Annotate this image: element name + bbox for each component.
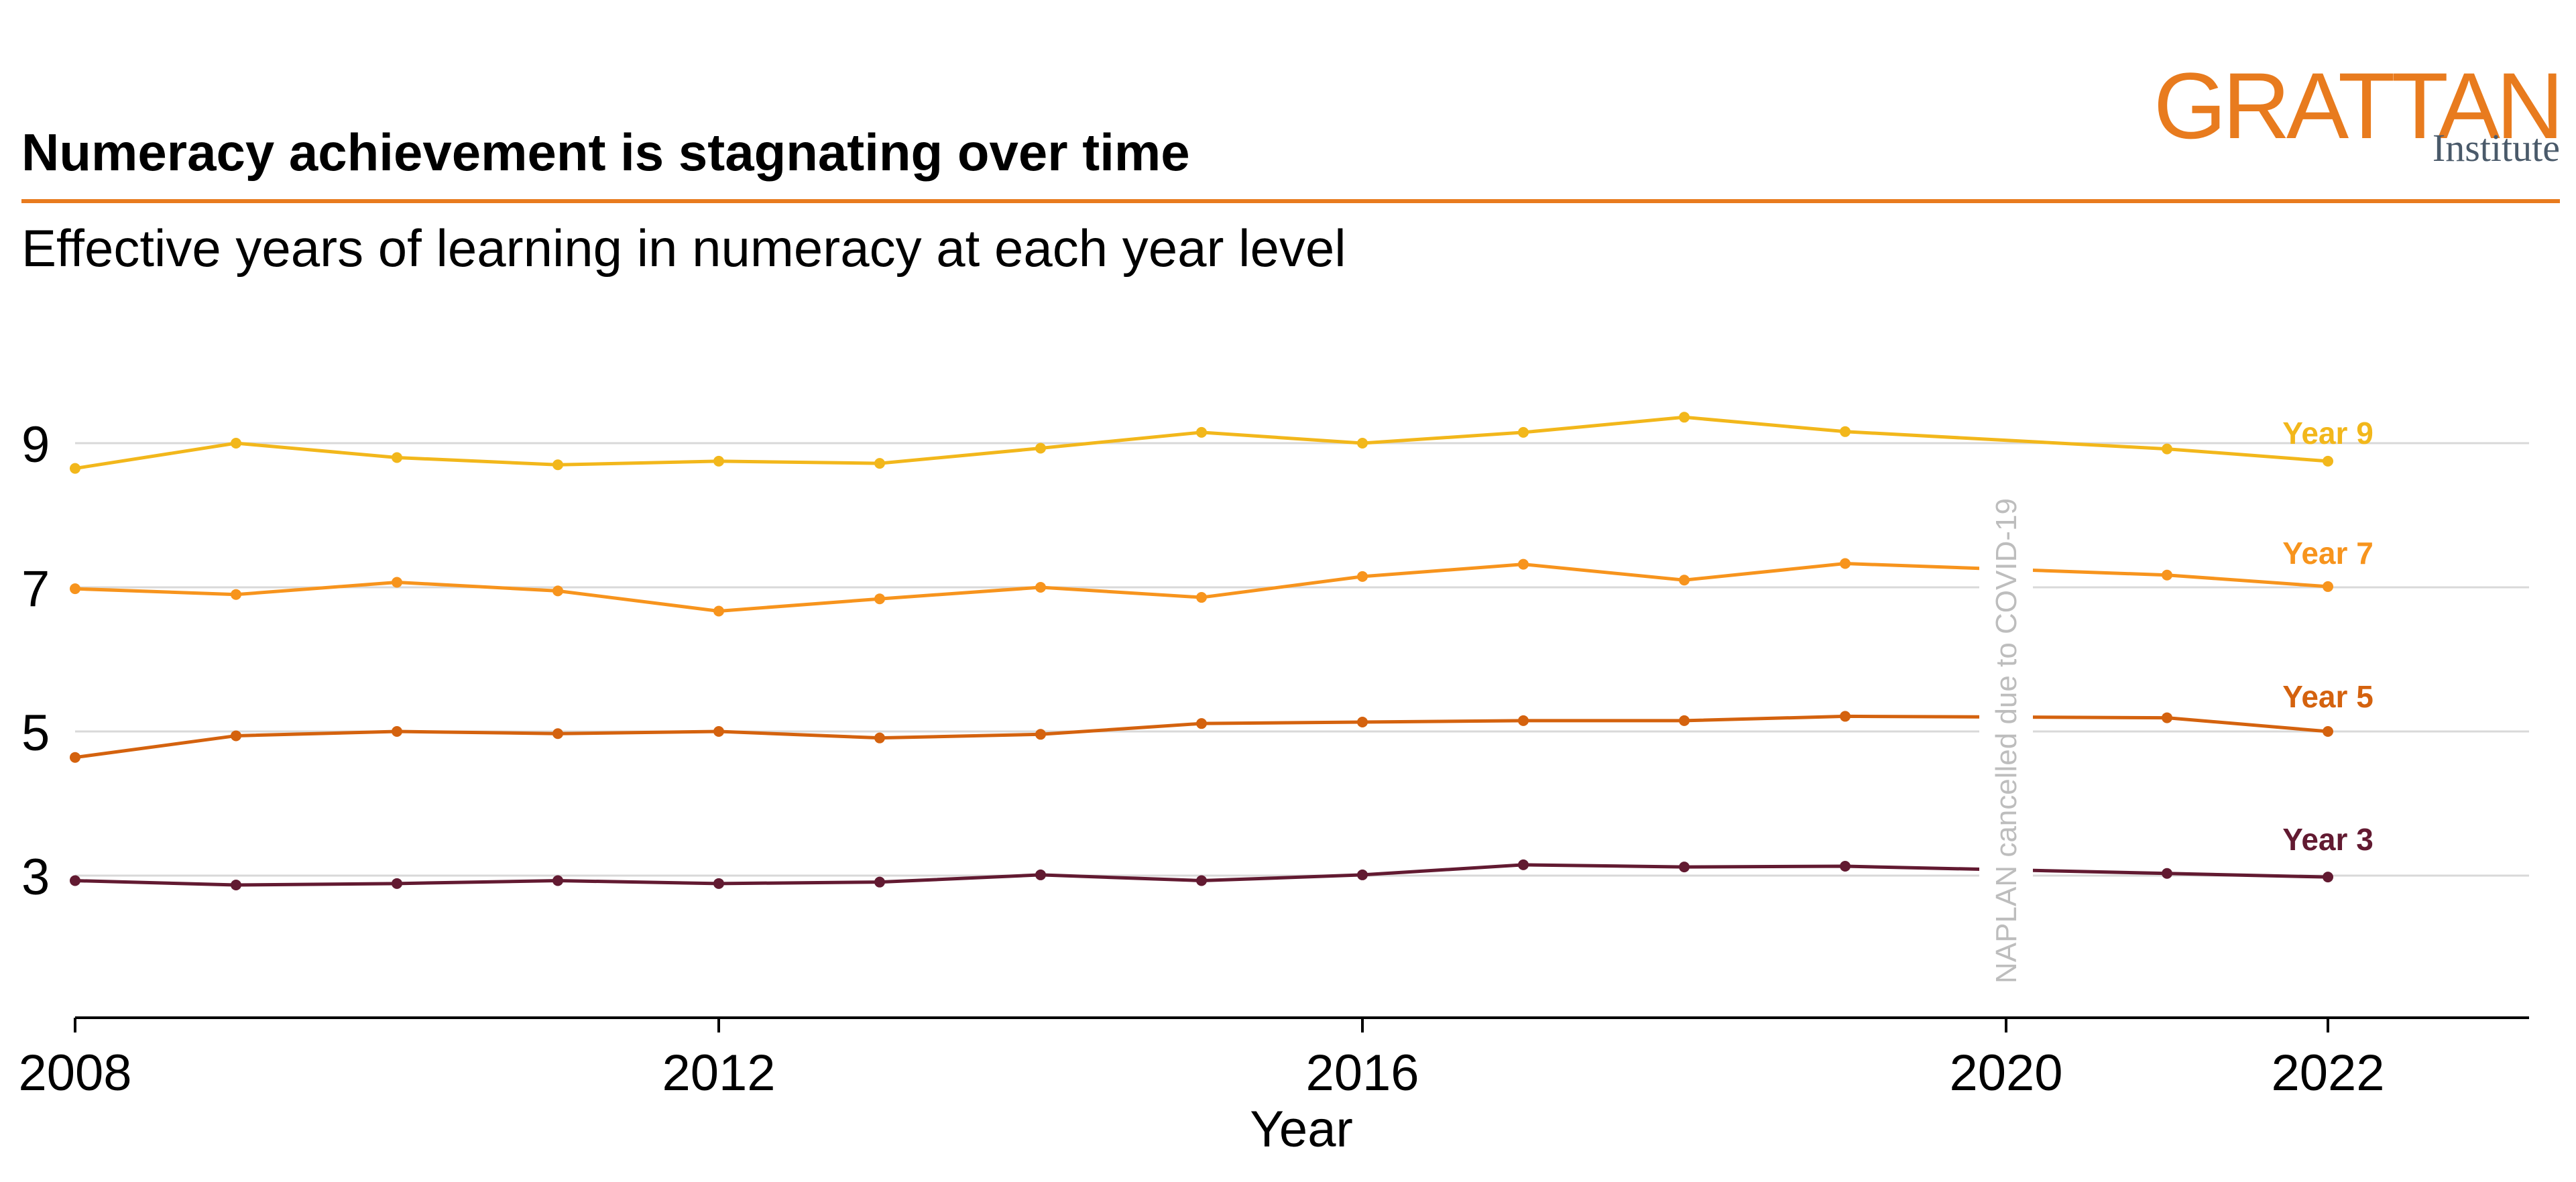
series-line — [74, 562, 2329, 613]
data-point — [231, 589, 241, 600]
data-point — [231, 730, 241, 742]
data-point — [1196, 718, 1207, 729]
y-tick-label: 5 — [21, 705, 50, 762]
logo-subtitle: Institute — [2432, 126, 2560, 170]
data-point — [1357, 869, 1368, 880]
x-tick-label: 2008 — [18, 1045, 131, 1102]
series-label: Year 5 — [2282, 679, 2374, 714]
data-point — [1357, 717, 1368, 728]
x-tick-label: 2020 — [1949, 1045, 2062, 1102]
data-point — [2162, 712, 2172, 723]
data-point — [874, 876, 885, 888]
data-point — [1035, 729, 1046, 740]
data-point — [392, 878, 402, 889]
data-point — [70, 875, 80, 886]
logo-wordmark: GRATTAN — [2153, 53, 2564, 158]
data-point — [713, 455, 724, 467]
data-point — [2323, 455, 2333, 467]
chart-subtitle: Effective years of learning in numeracy … — [21, 219, 1346, 278]
x-tick-label: 2022 — [2271, 1045, 2384, 1102]
data-point — [1679, 412, 1690, 423]
x-tick-label: 2012 — [662, 1045, 775, 1102]
data-point — [552, 585, 563, 597]
chart-title: Numeracy achievement is stagnating over … — [21, 123, 1190, 182]
data-point — [1518, 715, 1529, 726]
data-point — [2323, 872, 2333, 883]
series-line — [74, 415, 2329, 471]
y-tick-label: 7 — [21, 560, 50, 617]
data-point — [2162, 868, 2172, 879]
data-point — [874, 732, 885, 744]
series-label: Year 3 — [2282, 822, 2374, 857]
data-point — [874, 593, 885, 605]
data-point — [1196, 592, 1207, 603]
data-point — [2323, 726, 2333, 737]
data-point — [713, 726, 724, 737]
data-point — [1840, 558, 1851, 569]
data-point — [231, 438, 241, 449]
data-point — [1196, 426, 1207, 438]
data-point — [70, 463, 80, 474]
data-point — [2162, 443, 2172, 455]
data-point — [2323, 581, 2333, 592]
data-point — [70, 752, 80, 763]
data-point — [392, 726, 402, 737]
annotation-band — [1979, 476, 2033, 986]
data-point — [713, 878, 724, 889]
data-point — [552, 875, 563, 886]
covid-annotation: NAPLAN cancelled due to COVID-19 — [1990, 498, 2023, 984]
grattan-logo: GRATTAN Institute — [2154, 59, 2564, 173]
data-point — [392, 577, 402, 588]
x-tick-label: 2016 — [1305, 1045, 1419, 1102]
data-point — [1035, 869, 1046, 880]
data-point — [1679, 715, 1690, 726]
data-point — [1518, 558, 1529, 570]
data-point — [874, 458, 885, 469]
data-point — [1840, 711, 1851, 722]
data-point — [1679, 575, 1690, 586]
data-point — [392, 452, 402, 463]
data-point — [1518, 859, 1529, 870]
data-point — [713, 605, 724, 617]
series-label: Year 7 — [2282, 536, 2374, 571]
data-point — [1679, 862, 1690, 873]
data-point — [1518, 426, 1529, 438]
data-point — [552, 459, 563, 471]
data-point — [1840, 861, 1851, 872]
data-point — [70, 583, 80, 595]
x-axis-label: Year — [1250, 1101, 1353, 1158]
data-point — [1035, 442, 1046, 454]
data-point — [552, 728, 563, 740]
series-label: Year 9 — [2282, 416, 2374, 451]
data-point — [1840, 426, 1851, 437]
data-point — [231, 879, 241, 890]
data-point — [1196, 875, 1207, 886]
data-point — [2162, 569, 2172, 581]
series-line — [74, 863, 2329, 887]
data-point — [1357, 571, 1368, 582]
y-tick-label: 9 — [21, 416, 50, 473]
data-point — [1357, 438, 1368, 449]
series-line — [74, 714, 2329, 760]
data-point — [1035, 582, 1046, 593]
y-tick-label: 3 — [21, 849, 50, 906]
title-divider — [21, 199, 2560, 203]
